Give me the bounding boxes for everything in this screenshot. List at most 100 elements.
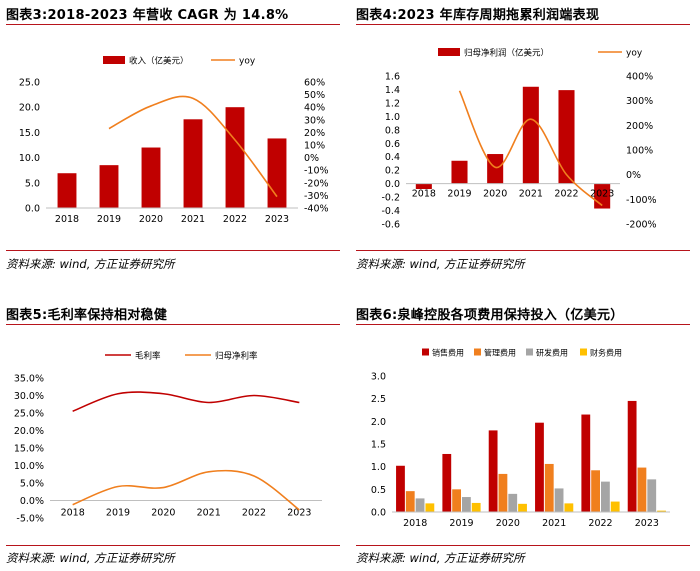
bar-3 — [564, 503, 574, 512]
net-profit-chart: -0.6 -0.4 -0.2 0.0 0.2 0.4 0.6 0.8 1.0 1.2 1.4 1.6 -… — [381, 48, 656, 231]
bar-2 — [462, 497, 471, 512]
y-right-tick-label: 20% — [304, 128, 325, 139]
source-rule — [6, 250, 340, 251]
x-tick-label: 2023 — [265, 214, 289, 225]
x-tick-label: 2020 — [139, 214, 163, 225]
legend-swatch — [474, 348, 481, 356]
x-tick-label: 2023 — [635, 518, 659, 529]
bar-3 — [657, 510, 666, 512]
y-tick-label: 2.5 — [371, 394, 386, 405]
y-right-tick-label: 40% — [304, 103, 325, 114]
y-right-tick-label: 30% — [304, 115, 325, 126]
legend-swatch — [580, 348, 587, 356]
legend-label: 销售费用 — [432, 348, 464, 358]
series-line-1 — [72, 469, 300, 511]
y-left-tick-label: 25.0 — [19, 78, 40, 89]
legend-swatch-bar — [103, 56, 125, 64]
legend-swatch — [526, 348, 533, 356]
series-line-0 — [72, 391, 300, 412]
x-tick-label: 2022 — [242, 508, 266, 519]
y-right-tick-label: 300% — [626, 96, 653, 107]
yoy-line — [108, 95, 278, 198]
y-tick-label: 0.5 — [371, 485, 386, 496]
bar-0 — [442, 453, 452, 512]
bar-2 — [647, 479, 657, 512]
bar-3 — [610, 501, 620, 512]
bar-0 — [396, 465, 405, 512]
y-right-tick-label: 200% — [626, 121, 653, 132]
bar-0 — [627, 400, 637, 512]
title-rule — [6, 24, 340, 25]
y-tick-label: 25.0% — [14, 409, 44, 420]
y-tick-label: 15.0% — [14, 444, 44, 455]
legend-label: 管理费用 — [484, 348, 516, 358]
legend-swatch — [422, 348, 429, 356]
x-tick-label: 2021 — [181, 214, 205, 225]
y-left-tick-label: 0.6 — [385, 139, 400, 150]
panel-title: 图表6:泉峰控股各项费用保持投入（亿美元） — [356, 308, 624, 323]
title-rule — [356, 324, 690, 325]
yoy-line — [458, 90, 603, 207]
panel-margin: 图表5:毛利率保持相对稳健 -5.0% 0.0% 5.0% 10.0% 15.0% 20.… — [0, 300, 350, 571]
y-left-tick-label: 0.8 — [385, 125, 400, 136]
source-note: 资料来源: wind, 方正证券研究所 — [356, 257, 525, 271]
panel-revenue: 图表3:2018-2023 年营收 CAGR 为 14.8% 0.0 5.0 10.… — [0, 0, 350, 285]
x-tick-label: 2020 — [483, 189, 507, 200]
bar-2 — [554, 488, 564, 512]
bar-0 — [488, 430, 498, 512]
bar-2 — [601, 481, 610, 512]
revenue-chart: 0.0 5.0 10.0 15.0 20.0 25.0 -40% -30% -20%-10% 0%… — [19, 56, 329, 226]
bar — [141, 147, 161, 208]
bar-1 — [591, 470, 600, 512]
legend-label: 财务费用 — [590, 348, 622, 358]
y-left-tick-label: 0.0 — [385, 179, 400, 190]
bar — [415, 183, 432, 190]
y-right-tick-label: 0% — [626, 170, 641, 181]
bar-1 — [452, 489, 461, 512]
y-tick-label: -5.0% — [16, 514, 44, 525]
bar — [183, 119, 203, 208]
bar-1 — [405, 491, 415, 512]
x-tick-label: 2021 — [519, 189, 543, 200]
y-left-tick-label: 0.4 — [385, 152, 400, 163]
panel-title: 图表3:2018-2023 年营收 CAGR 为 14.8% — [6, 8, 289, 23]
bar-3 — [425, 503, 435, 512]
y-right-tick-label: 400% — [626, 72, 653, 83]
panel-title: 图表4:2023 年库存周期拖累利润端表现 — [356, 8, 600, 23]
x-tick-label: 2019 — [447, 189, 471, 200]
y-left-tick-label: 0.0 — [25, 204, 40, 215]
x-tick-label: 2019 — [97, 214, 121, 225]
y-right-tick-label: -20% — [304, 178, 329, 189]
source-rule — [356, 250, 690, 251]
y-left-tick-label: 10.0 — [19, 153, 40, 164]
title-rule — [6, 324, 340, 325]
legend-label: 毛利率 — [135, 351, 161, 362]
title-rule — [356, 24, 690, 25]
y-left-tick-label: -0.6 — [381, 220, 400, 231]
y-right-tick-label: 0% — [304, 153, 319, 164]
y-tick-label: 0.0 — [371, 508, 386, 519]
x-tick-label: 2022 — [588, 518, 612, 529]
source-note: 资料来源: wind, 方正证券研究所 — [356, 551, 525, 565]
bar — [267, 138, 287, 208]
y-left-tick-label: 15.0 — [19, 128, 40, 139]
y-tick-label: 10.0% — [14, 461, 44, 472]
y-tick-label: 3.0 — [371, 372, 386, 383]
legend-label: 归母净利润（亿美元） — [464, 48, 549, 59]
bar-3 — [471, 502, 481, 512]
legend-label: yoy — [239, 57, 256, 67]
y-right-tick-label: 60% — [304, 78, 325, 89]
x-tick-label: 2021 — [197, 508, 221, 519]
y-right-tick-label: -30% — [304, 191, 329, 202]
y-right-tick-label: 50% — [304, 90, 325, 101]
bar — [225, 107, 245, 208]
bar — [558, 90, 575, 184]
x-tick-label: 2020 — [496, 518, 520, 529]
panel-net-profit: 图表4:2023 年库存周期拖累利润端表现 -0.6 -0.4 -0.2 0.0 0.2… — [350, 0, 700, 285]
y-left-tick-label: -0.2 — [381, 193, 400, 204]
bar — [451, 160, 468, 184]
bar-0 — [581, 414, 591, 512]
x-tick-label: 2018 — [61, 508, 85, 519]
y-left-tick-label: 1.6 — [385, 72, 400, 83]
x-tick-label: 2023 — [287, 508, 311, 519]
